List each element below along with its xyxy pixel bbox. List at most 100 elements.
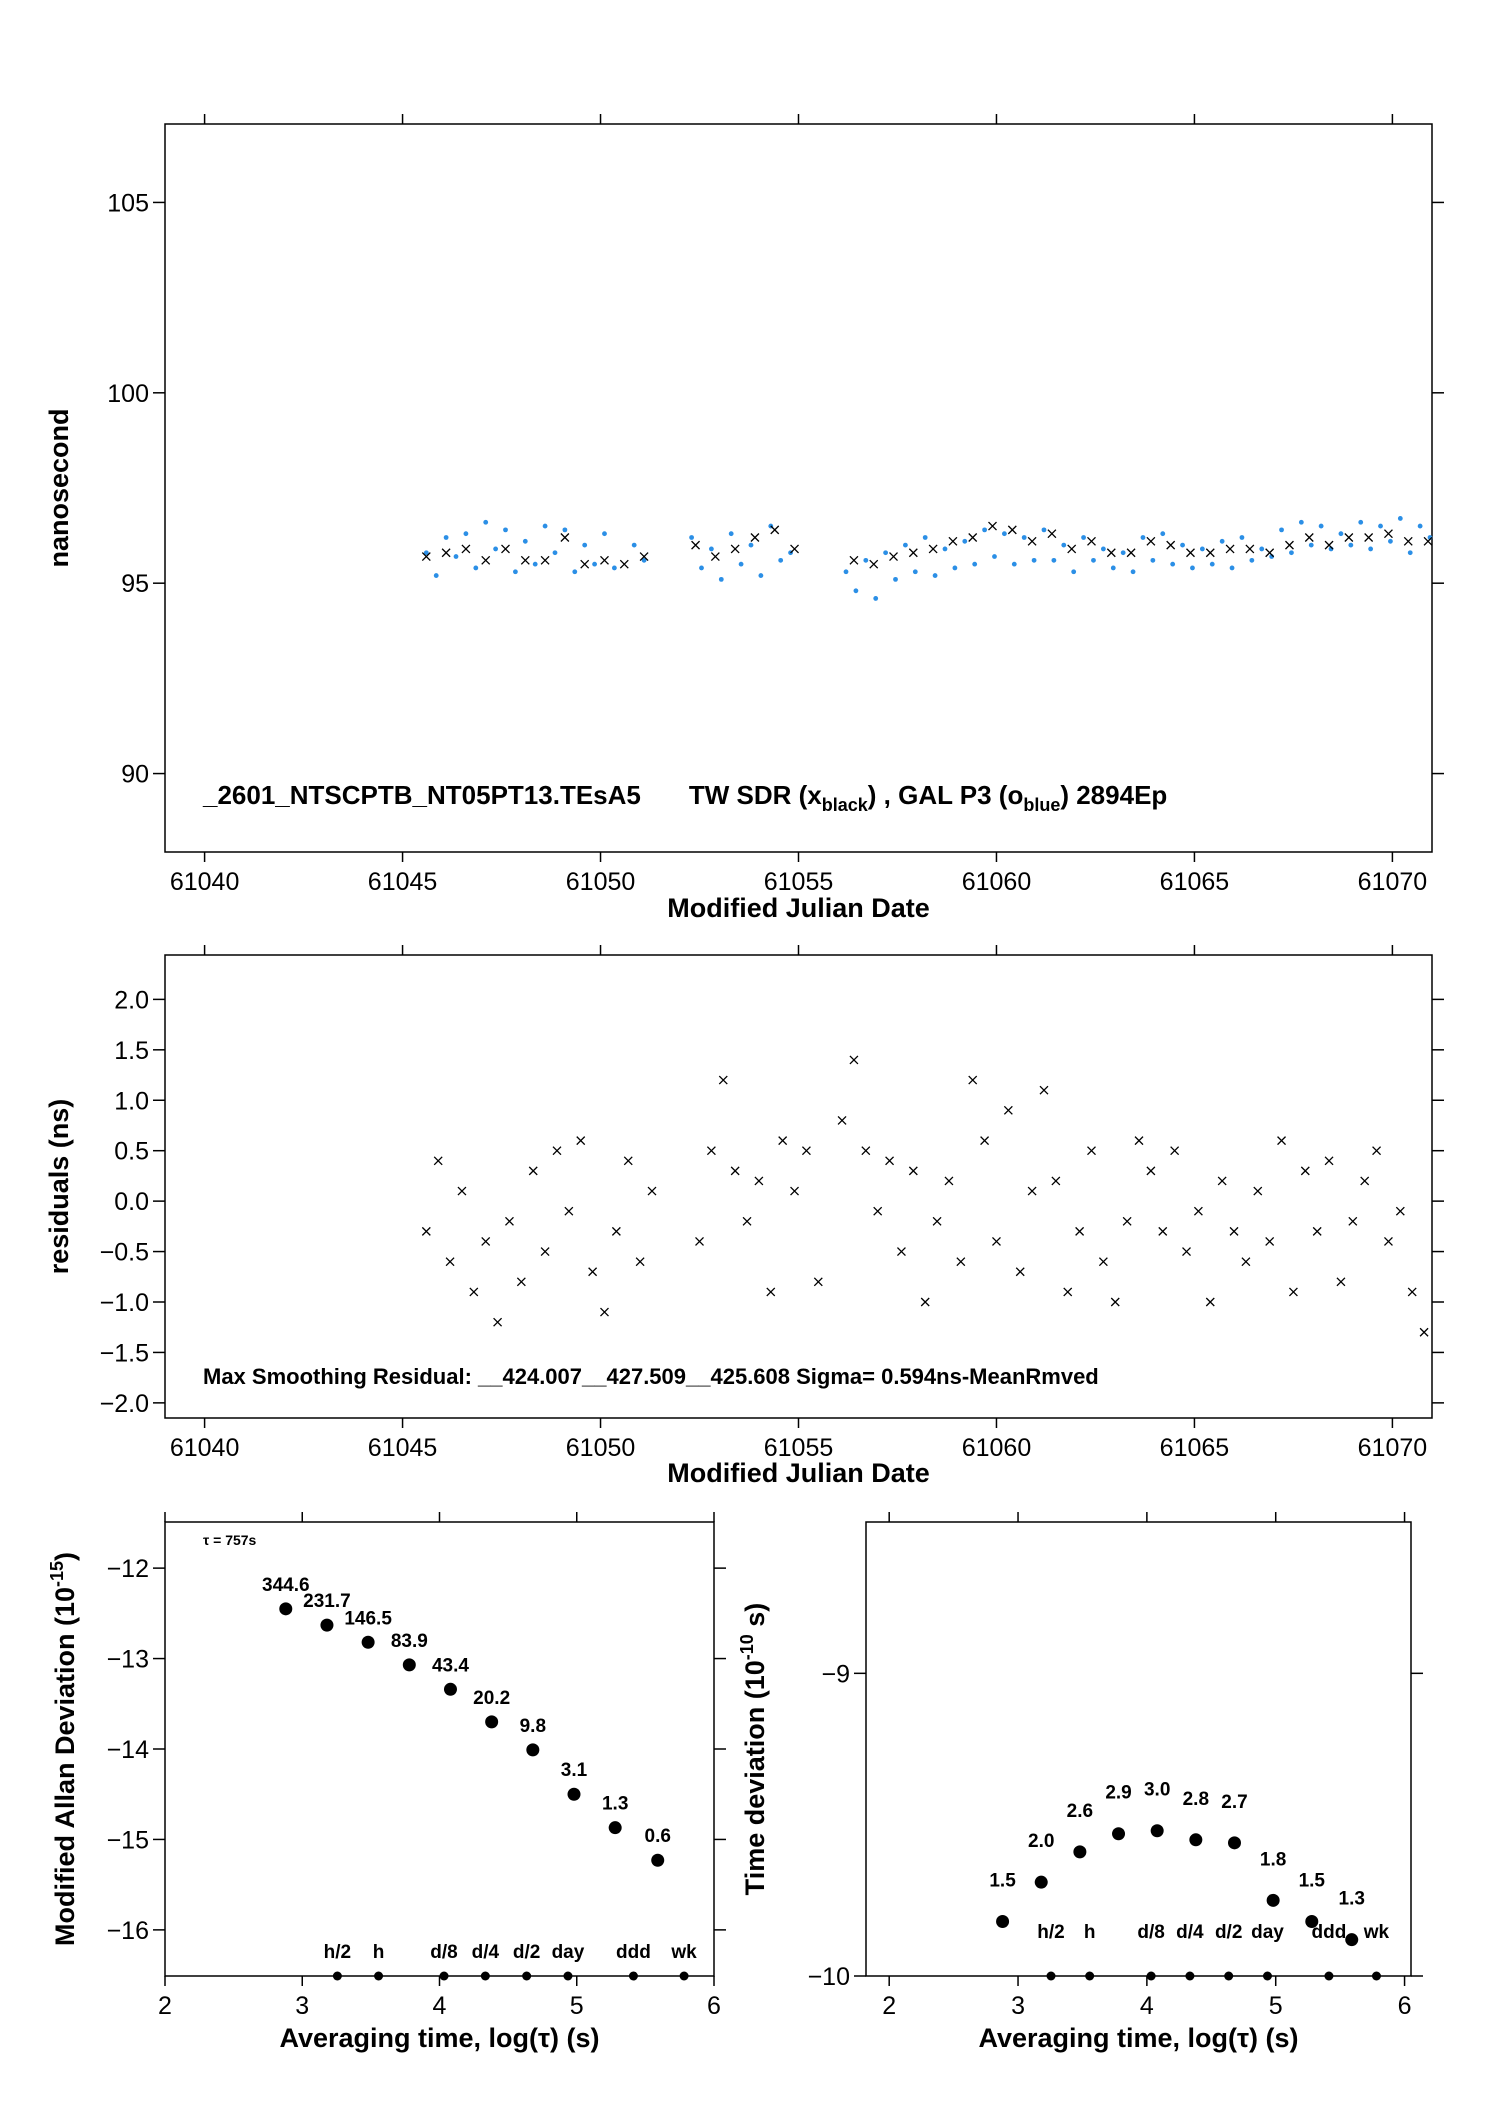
point [689,535,694,540]
point [485,1715,499,1729]
x-tick-label: 61070 [1358,868,1428,896]
reference-mark [1371,1971,1381,1981]
point [1039,1085,1049,1095]
y-axis-title-part: Time deviation (10 [740,1660,770,1895]
point [1219,538,1225,544]
x-tick-label: 6 [1398,1992,1412,2020]
point [908,1166,918,1176]
point [1011,561,1017,567]
y-tick-label: −15 [107,1826,149,1854]
point [1304,533,1314,542]
point [718,1075,728,1085]
point [778,557,784,563]
reference-label: h [1084,1922,1096,1943]
x-tick-label: 3 [1011,1992,1025,2020]
x-axis-title: Averaging time, log(τ) (s) [978,2023,1298,2053]
x-tick-label: 61065 [1160,868,1230,896]
point [912,569,918,575]
point [505,1216,514,1226]
y-axis-title: residuals (ns) [44,1099,74,1275]
y-tick-label: 0.0 [114,1188,149,1216]
point [1047,529,1057,539]
point [748,542,754,548]
point [1158,1226,1168,1236]
reference-label: ddd [1312,1922,1347,1943]
point [1372,1146,1382,1156]
annotation-part: Max Smoothing Residual: __424.007__427.5… [203,1364,1099,1389]
x-tick-label: 61065 [1160,1434,1230,1462]
reference-label: h/2 [1037,1922,1064,1943]
point [1112,1827,1126,1841]
y-axis-title-exponent: -15 [47,1561,67,1587]
reference-label: d/2 [1215,1922,1242,1943]
point-label: 2.8 [1183,1789,1209,1810]
y-tick-label: 95 [121,570,149,598]
point [641,557,647,563]
x-tick-label: 61040 [170,868,240,896]
point [1034,1875,1048,1889]
point [1312,1226,1322,1236]
y-tick-label: −9 [821,1660,850,1688]
x-tick-label: 6 [707,1992,721,2020]
point [580,559,590,569]
point [903,542,908,548]
reference-mark [439,1971,449,1981]
x-tick-label: 5 [1269,1992,1283,2020]
y-tick-label: −13 [107,1646,149,1674]
point [520,555,530,565]
chart-panel: 61040 61045 61050 61055 61060 61065 61070 −2.0 −… [44,945,1444,1488]
chart-panel: 2 3 4 5 6 −16 −15 −14 −13 −12 344.6231.7146.583.94… [47,1512,726,2053]
point [980,1136,990,1146]
y-tick-label: −1.5 [100,1339,149,1367]
point [1031,557,1037,563]
annotation-part: TW SDR (x [689,780,822,810]
point [1106,548,1116,558]
point [1336,1277,1346,1287]
point [1288,1287,1298,1297]
y-tick-label: 1.5 [114,1037,149,1065]
x-tick-label: 3 [295,1992,309,2020]
point [493,1317,503,1327]
point [1071,569,1077,575]
chart-panel: 61040 61045 61050 61055 61060 61065 61070 90 95 1… [44,114,1444,923]
x-tick-label: 5 [570,1992,584,2020]
point [1122,1216,1132,1226]
point [562,527,568,533]
point [635,1257,645,1267]
point [968,533,978,542]
point [942,546,948,552]
point [1205,1297,1215,1307]
point [1305,1915,1319,1929]
point [1419,1327,1429,1337]
point [1027,1186,1037,1196]
point [908,548,918,558]
x-tick-label: 61050 [566,868,636,896]
point [1360,1176,1370,1186]
point [433,1156,443,1166]
point [1075,1226,1085,1236]
point [469,1287,479,1297]
point [611,565,617,571]
point [1140,535,1146,540]
point [1001,531,1007,537]
reference-label: d/4 [1176,1922,1204,1943]
reference-mark [522,1971,532,1981]
point [1015,1267,1025,1277]
point [526,1743,540,1757]
y-tick-label: −16 [107,1917,149,1945]
point [1348,1216,1358,1226]
point [552,1146,562,1156]
point [1170,1146,1180,1156]
x-tick-label: 2 [158,1992,172,2020]
point [883,550,889,556]
point [1378,523,1383,529]
point [1150,557,1156,563]
point [483,519,489,525]
point [528,1166,538,1176]
point [813,1277,823,1287]
point [631,542,637,548]
reference-label: wk [670,1942,697,1963]
y-axis-title: Modified Allan Deviation (10-15) [47,1552,80,1946]
point [361,1635,375,1649]
point [457,1186,467,1196]
